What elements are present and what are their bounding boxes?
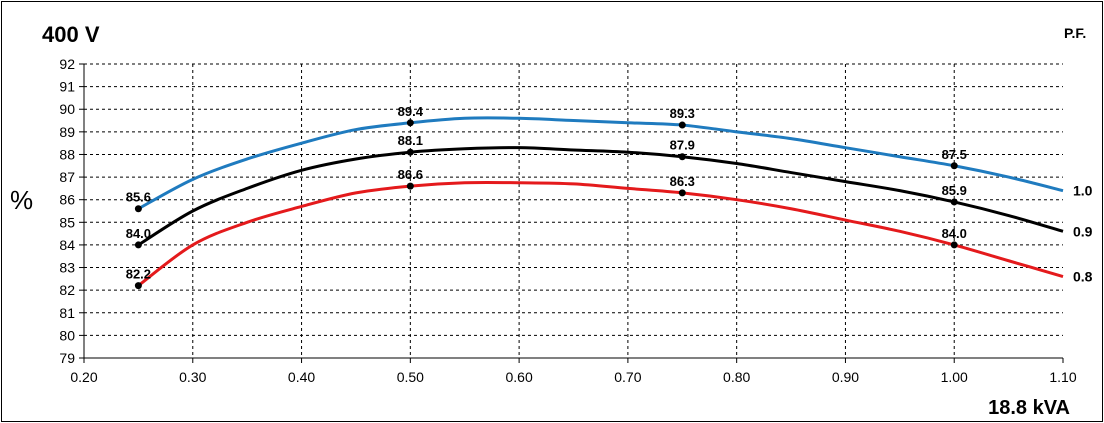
y-tick-label: 92	[59, 56, 75, 72]
axis-layer: 0.20 0.30 0.40 0.50 0.60 0.70 0.80 0.90 1.00 1.10…	[59, 56, 1076, 385]
data-point	[134, 205, 142, 213]
x-axis-label: 18.8 kVA	[988, 397, 1070, 419]
y-tick-label: 90	[59, 101, 75, 117]
y-tick-label: 83	[59, 260, 75, 276]
y-tick-label: 80	[59, 327, 75, 343]
y-tick-label: 89	[59, 124, 75, 140]
x-tick-label: 0.60	[505, 369, 532, 385]
data-label: 86.3	[670, 174, 695, 189]
y-tick-label: 79	[59, 350, 75, 366]
series-line-pf-0.8	[137, 180, 1064, 287]
x-tick-label: 1.10	[1049, 369, 1076, 385]
series-name-pf-1.0: 1.0	[1073, 183, 1093, 199]
x-tick-label: 1.00	[941, 369, 968, 385]
x-tick-label: 0.90	[832, 369, 859, 385]
pf-legend-title: P.F.	[1064, 25, 1086, 41]
y-tick-label: 84	[59, 237, 75, 253]
x-tick-label: 0.70	[614, 369, 641, 385]
y-tick-label: 82	[59, 282, 75, 298]
series-name-pf-0.9: 0.9	[1073, 223, 1093, 239]
data-label: 87.5	[942, 147, 967, 162]
x-tick-label: 0.30	[179, 369, 206, 385]
chart-title: 400 V	[42, 22, 100, 47]
data-label: 85.6	[126, 190, 151, 205]
series-line-pf-1.0	[137, 116, 1064, 211]
data-label: 87.9	[670, 138, 695, 153]
data-label: 86.6	[398, 167, 423, 182]
y-tick-label: 91	[59, 79, 75, 95]
data-point	[134, 241, 142, 249]
data-label: 84.0	[942, 226, 967, 241]
y-tick-label: 87	[59, 169, 75, 185]
data-label: 82.2	[126, 267, 151, 282]
data-label: 89.3	[670, 106, 695, 121]
x-tick-label: 0.50	[397, 369, 424, 385]
x-tick-label: 0.20	[70, 369, 97, 385]
data-point	[678, 121, 686, 129]
data-point	[678, 153, 686, 161]
series-layer: 85.6 89.4 89.3 87.5 1.0 84.0 88.1 87.9 85.9 0.9 82…	[126, 104, 1093, 290]
data-point	[134, 282, 142, 290]
grid-layer	[84, 63, 1063, 358]
y-tick-label: 88	[59, 146, 75, 162]
x-tick-label: 0.40	[288, 369, 315, 385]
data-point	[950, 162, 958, 170]
data-point	[950, 198, 958, 206]
data-point	[406, 119, 414, 127]
series-line-pf-0.9	[137, 146, 1064, 247]
data-point	[678, 189, 686, 197]
data-label: 85.9	[942, 183, 967, 198]
y-tick-label: 81	[59, 305, 75, 321]
y-tick-label: 85	[59, 214, 75, 230]
x-tick-label: 0.80	[723, 369, 750, 385]
data-label: 84.0	[126, 226, 151, 241]
data-label: 89.4	[398, 104, 424, 119]
data-point	[406, 148, 414, 156]
y-axis-label: %	[10, 185, 33, 215]
series-name-pf-0.8: 0.8	[1073, 269, 1093, 285]
data-point	[406, 182, 414, 190]
y-tick-label: 86	[59, 192, 75, 208]
data-label: 88.1	[398, 133, 423, 148]
data-point	[950, 241, 958, 249]
